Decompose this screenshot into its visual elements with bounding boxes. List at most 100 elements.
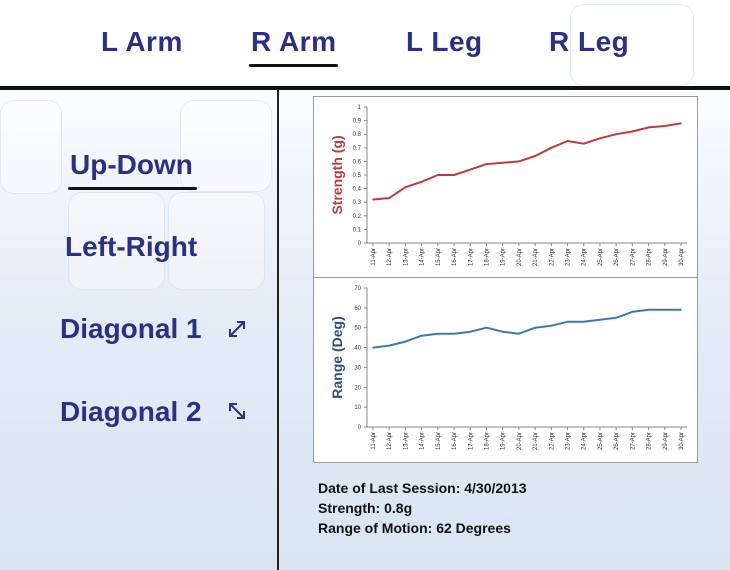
last-session-date: Date of Last Session: 4/30/2013 [318, 480, 527, 496]
chart-divider [314, 277, 697, 278]
data-point [615, 316, 617, 319]
background-tile [168, 192, 265, 290]
diagonal-arrow-nw-se-icon [229, 403, 245, 419]
data-point [372, 346, 374, 349]
data-point [680, 122, 682, 125]
tab-l-arm[interactable]: L Arm [101, 26, 183, 58]
strength-chart: 0 0.1 0.2 0.3 0.4 0.5 0.6 0.7 0.8 0.9 1 11-Apr 12-Ap… [329, 105, 687, 266]
x-tick-label: 13-Apr [403, 432, 409, 450]
data-point [485, 163, 488, 165]
selected-underline [68, 187, 197, 190]
x-tick-label: 18-Apr [484, 432, 490, 450]
data-point [501, 330, 504, 333]
data-point [647, 126, 650, 129]
y-tick-label: 0 [358, 241, 362, 247]
tab-label: R Arm [251, 26, 337, 57]
y-tick-label: 0.8 [353, 132, 362, 138]
y-tick-label: 60 [354, 306, 361, 312]
limb-tab-bar: L Arm R Arm L Leg R Leg [0, 0, 730, 86]
data-point [501, 161, 504, 164]
range-chart: 0 10 20 30 40 50 60 70 11-Apr 12-Apr 13-Apr 14-Apr 1… [329, 286, 687, 450]
data-point [566, 320, 569, 323]
tab-label: R Leg [549, 26, 630, 57]
movement-up-down[interactable]: Up-Down [68, 149, 197, 190]
tab-label: L Leg [406, 26, 483, 57]
y-tick-label: 30 [354, 365, 361, 371]
x-tick-label: 23-Apr [566, 432, 572, 450]
y-tick-label: 40 [354, 346, 361, 352]
x-tick-label: 11-Apr [371, 432, 377, 450]
data-point [469, 330, 472, 333]
data-point [631, 311, 634, 313]
data-point [453, 174, 455, 176]
x-tick-label: 14-Apr [420, 248, 426, 266]
data-point [582, 142, 585, 145]
x-tick-label: 18-Apr [484, 248, 490, 266]
y-tick-label: 1 [358, 105, 362, 111]
tab-r-leg[interactable]: R Leg [549, 26, 629, 58]
header-divider [0, 86, 730, 90]
x-tick-label: 11-Apr [371, 248, 377, 266]
x-tick-label: 27-Apr [630, 432, 636, 450]
data-point [388, 344, 391, 347]
series-line [372, 122, 682, 201]
x-tick-label: 24-Apr [582, 248, 588, 266]
x-tick-label: 16-Apr [452, 432, 458, 450]
x-tick-label: 21-Apr [533, 248, 539, 266]
data-point [518, 332, 520, 335]
progress-charts-panel: 0 0.1 0.2 0.3 0.4 0.5 0.6 0.7 0.8 0.9 1 11-Apr 12-Ap… [313, 96, 698, 463]
y-tick-label: 0.6 [353, 159, 362, 165]
x-tick-label: 26-Apr [614, 248, 620, 266]
x-tick-label: 22-Apr [549, 248, 555, 266]
data-point [485, 326, 488, 329]
background-tile [570, 4, 694, 86]
data-point [631, 130, 634, 133]
movement-label: Diagonal 1 [60, 313, 202, 344]
x-tick-label: 15-Apr [436, 248, 442, 266]
y-tick-label: 50 [354, 326, 361, 332]
data-point [663, 309, 666, 311]
tab-l-leg[interactable]: L Leg [406, 26, 483, 58]
data-point [388, 197, 391, 199]
data-point [372, 198, 374, 201]
data-point [437, 174, 439, 176]
x-tick-label: 13-Apr [403, 248, 409, 266]
y-axis-label: Range (Deg) [329, 316, 345, 398]
x-tick-label: 16-Apr [452, 248, 458, 266]
data-point [453, 332, 455, 335]
y-axis-label: Strength (g) [329, 135, 345, 214]
data-point [599, 318, 601, 321]
movement-diagonal-2[interactable]: Diagonal 2 [60, 396, 202, 428]
data-point [534, 155, 536, 157]
x-tick-label: 15-Apr [436, 432, 442, 450]
x-tick-label: 22-Apr [549, 432, 555, 450]
x-tick-label: 21-Apr [533, 432, 539, 450]
x-tick-label: 20-Apr [517, 248, 523, 266]
x-tick-label: 23-Apr [566, 248, 572, 266]
series-line [372, 308, 681, 349]
sidebar-divider [277, 90, 279, 570]
data-point [550, 147, 553, 149]
y-tick-label: 0.3 [353, 200, 362, 206]
movement-diagonal-1[interactable]: Diagonal 1 [60, 313, 202, 345]
x-tick-label: 25-Apr [598, 248, 604, 266]
y-tick-label: 0 [358, 425, 362, 431]
x-tick-label: 12-Apr [387, 432, 393, 450]
data-point [404, 186, 407, 189]
y-tick-label: 0.2 [353, 214, 362, 220]
data-point [420, 334, 423, 337]
x-tick-label: 30-Apr [679, 432, 685, 450]
background-tile [180, 100, 272, 192]
data-point [582, 320, 585, 323]
x-tick-label: 29-Apr [663, 432, 669, 450]
y-tick-label: 20 [354, 385, 361, 391]
tab-label: L Arm [101, 26, 183, 57]
movement-left-right[interactable]: Left-Right [65, 231, 197, 263]
x-tick-label: 14-Apr [420, 432, 426, 450]
data-point [437, 332, 439, 335]
data-point [534, 326, 536, 329]
tab-r-arm[interactable]: R Arm [249, 26, 339, 67]
data-point [566, 140, 569, 142]
x-tick-label: 24-Apr [582, 432, 588, 450]
x-tick-label: 20-Apr [517, 432, 523, 450]
